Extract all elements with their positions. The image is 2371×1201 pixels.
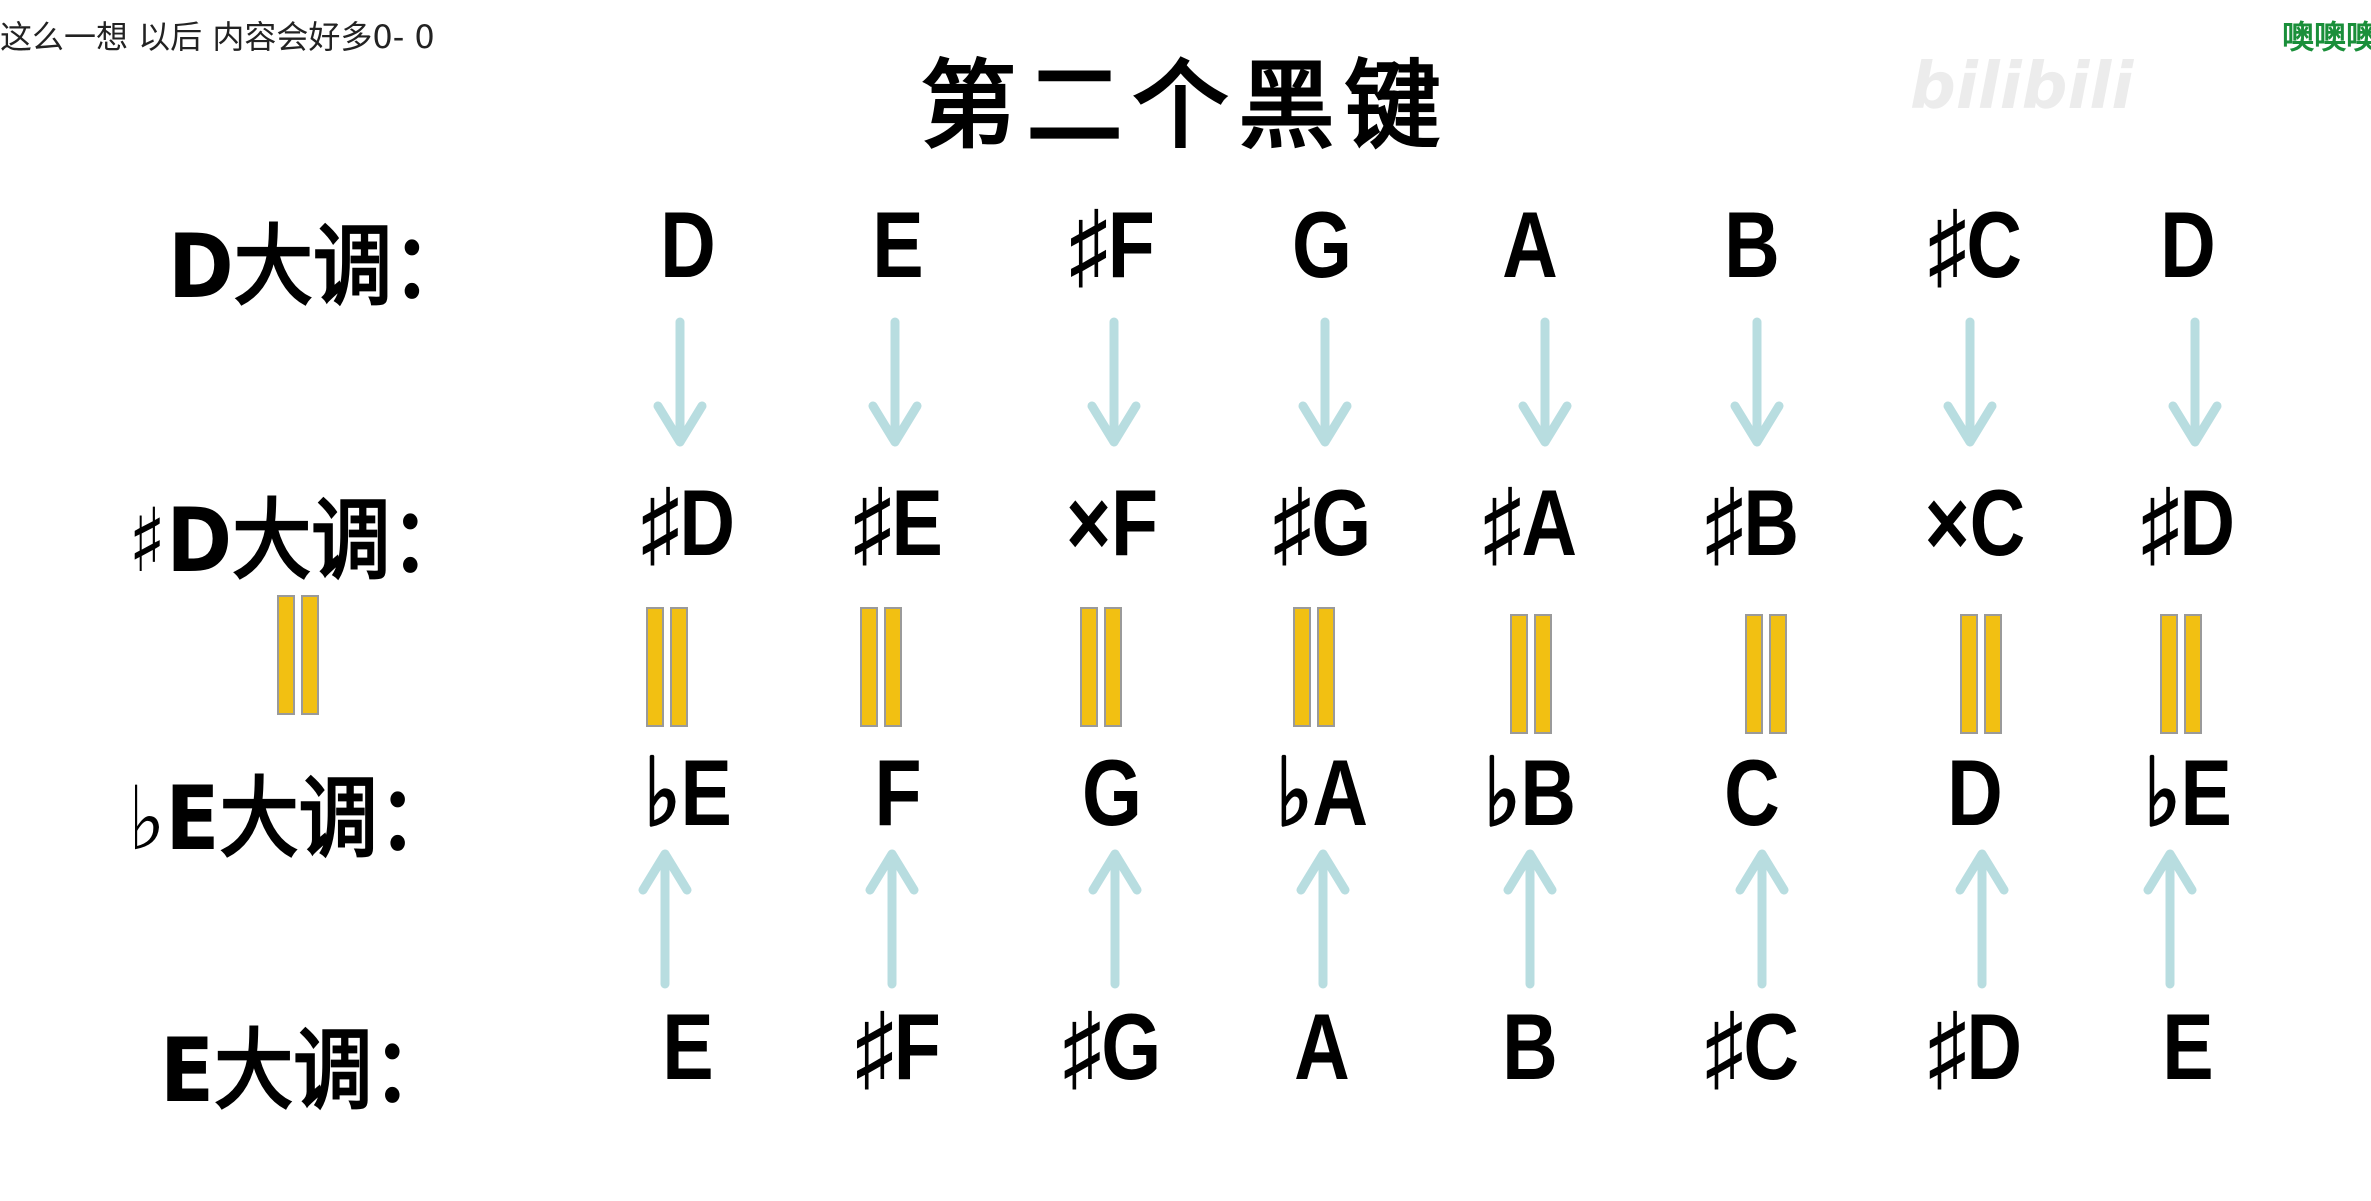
bilibili-watermark: bilibili bbox=[1910, 50, 2134, 124]
note-d-major-1: D bbox=[660, 192, 716, 297]
note-e-flat-major-4: ♭A bbox=[1275, 740, 1369, 845]
note-d-sharp-major-8: ♯D bbox=[2140, 470, 2236, 575]
note-d-major-4: G bbox=[1292, 192, 1352, 297]
arrow-down-icon bbox=[1518, 317, 1572, 447]
arrow-up-icon bbox=[1296, 849, 1350, 989]
arrow-down-icon bbox=[653, 317, 707, 447]
note-d-major-5: A bbox=[1502, 192, 1558, 297]
note-e-major-3: ♯G bbox=[1062, 994, 1162, 1099]
arrow-down-icon bbox=[2168, 317, 2222, 447]
danmaku-comment-left: 这么一想 以后 内容会好多0- 0 bbox=[0, 18, 435, 56]
arrow-up-icon bbox=[1735, 849, 1789, 989]
slide-title: 第二个黑键 bbox=[920, 50, 1451, 162]
note-d-sharp-major-3: ×F bbox=[1065, 470, 1159, 575]
arrow-down-icon bbox=[1298, 317, 1352, 447]
arrow-up-icon bbox=[1088, 849, 1142, 989]
note-e-flat-major-6: C bbox=[1724, 740, 1780, 845]
note-e-flat-major-8: ♭E bbox=[2144, 740, 2232, 845]
note-e-flat-major-2: F bbox=[874, 740, 922, 845]
note-e-flat-major-1: ♭E bbox=[644, 740, 732, 845]
row-label-e-major: E大调： bbox=[160, 1019, 452, 1122]
note-d-major-8: D bbox=[2160, 192, 2216, 297]
enharmonic-equal-icon bbox=[646, 607, 688, 727]
arrow-up-icon bbox=[1503, 849, 1557, 989]
note-e-major-6: ♯C bbox=[1704, 994, 1800, 1099]
arrow-down-icon bbox=[868, 317, 922, 447]
note-e-major-2: ♯F bbox=[855, 994, 941, 1099]
enharmonic-equal-icon bbox=[277, 595, 319, 715]
note-d-sharp-major-2: ♯E bbox=[853, 470, 943, 575]
note-e-major-5: B bbox=[1502, 994, 1558, 1099]
enharmonic-equal-icon bbox=[1960, 614, 2002, 734]
enharmonic-equal-icon bbox=[1080, 607, 1122, 727]
arrow-up-icon bbox=[2143, 849, 2197, 989]
arrow-down-icon bbox=[1943, 317, 1997, 447]
note-d-sharp-major-4: ♯G bbox=[1272, 470, 1372, 575]
note-d-sharp-major-6: ♯B bbox=[1704, 470, 1800, 575]
note-d-major-3: ♯F bbox=[1069, 192, 1155, 297]
note-e-flat-major-3: G bbox=[1082, 740, 1142, 845]
enharmonic-equal-icon bbox=[860, 607, 902, 727]
row-label-d-major: D大调： bbox=[168, 215, 472, 318]
note-e-flat-major-7: D bbox=[1947, 740, 2003, 845]
note-d-major-6: B bbox=[1724, 192, 1780, 297]
note-e-major-8: E bbox=[2162, 994, 2214, 1099]
arrow-up-icon bbox=[1955, 849, 2009, 989]
arrow-up-icon bbox=[865, 849, 919, 989]
arrow-down-icon bbox=[1730, 317, 1784, 447]
note-d-major-2: E bbox=[872, 192, 924, 297]
enharmonic-equal-icon bbox=[1510, 614, 1552, 734]
note-d-sharp-major-1: ♯D bbox=[640, 470, 736, 575]
arrow-down-icon bbox=[1087, 317, 1141, 447]
note-e-major-7: ♯D bbox=[1927, 994, 2023, 1099]
note-e-flat-major-5: ♭B bbox=[1483, 740, 1577, 845]
danmaku-comment-right: 噢噢噢 bbox=[2282, 18, 2371, 56]
note-e-major-4: A bbox=[1294, 994, 1350, 1099]
note-d-sharp-major-5: ♯A bbox=[1482, 470, 1578, 575]
arrow-up-icon bbox=[638, 849, 692, 989]
note-d-major-7: ♯C bbox=[1927, 192, 2023, 297]
row-label-e-flat-major: ♭E大调： bbox=[128, 767, 458, 870]
enharmonic-equal-icon bbox=[2160, 614, 2202, 734]
enharmonic-equal-icon bbox=[1745, 614, 1787, 734]
row-label-d-sharp-major: ♯D大调： bbox=[128, 489, 470, 592]
note-d-sharp-major-7: ×C bbox=[1924, 470, 2026, 575]
enharmonic-equal-icon bbox=[1293, 607, 1335, 727]
note-e-major-1: E bbox=[662, 994, 714, 1099]
